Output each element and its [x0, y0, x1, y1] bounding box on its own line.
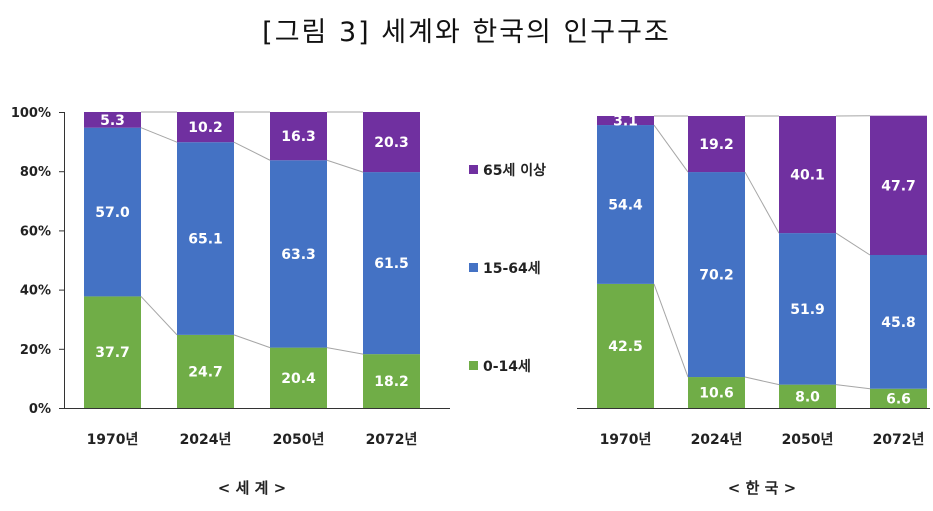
korea-data-label: 8.0 — [795, 389, 820, 405]
korea-bar-segment — [779, 384, 836, 408]
korea-data-label: 3.1 — [613, 114, 638, 130]
world-bar-segment — [84, 127, 141, 297]
y-tick-label: 40% — [20, 284, 51, 299]
world-series-line — [233, 334, 271, 349]
world-data-label: 10.2 — [188, 120, 223, 136]
korea-bar-segment — [779, 116, 836, 234]
legend-swatch — [469, 263, 478, 272]
korea-data-label: 47.7 — [881, 178, 916, 194]
world-series-line — [326, 159, 364, 173]
legend-swatch — [469, 165, 478, 174]
world-bar-segment — [84, 296, 141, 408]
korea-data-label: 6.6 — [886, 391, 911, 407]
world-data-label: 5.3 — [100, 113, 125, 129]
korea-data-label: 54.4 — [608, 197, 643, 213]
y-tick-label: 80% — [20, 165, 51, 180]
korea-panel-label: < 한 국 > — [728, 479, 796, 497]
world-data-label: 61.5 — [374, 256, 409, 272]
korea-series-line — [835, 384, 871, 390]
legend-label: 0-14세 — [483, 359, 531, 375]
world-data-label: 24.7 — [188, 364, 223, 380]
korea-bar-segment — [870, 254, 927, 389]
world-bar-segment — [177, 112, 234, 143]
korea-data-label: 10.6 — [699, 386, 734, 402]
world-bar-segment — [84, 112, 141, 128]
korea-data-label: 40.1 — [790, 168, 825, 184]
world-series-line — [233, 141, 271, 161]
world-data-label: 16.3 — [281, 129, 316, 145]
korea-series-line — [653, 124, 689, 173]
world-bar-segment — [177, 334, 234, 408]
korea-data-label: 51.9 — [790, 302, 825, 318]
korea-series-line — [744, 171, 780, 234]
world-category-label: 2050년 — [273, 432, 325, 448]
world-data-label: 20.4 — [281, 371, 316, 387]
korea-category-label: 2050년 — [782, 432, 834, 448]
korea-bar-segment — [688, 377, 745, 408]
world-series-line — [326, 347, 364, 355]
korea-bar-segment — [688, 116, 745, 173]
world-bar-segment — [363, 172, 420, 355]
world-data-label: 65.1 — [188, 232, 223, 248]
korea-data-label: 70.2 — [699, 268, 734, 284]
y-tick-label: 100% — [11, 106, 51, 121]
page-title: [그림 3] 세계와 한국의 인구구조 — [262, 17, 671, 48]
korea-bar-segment — [688, 172, 745, 378]
legend-swatch — [469, 361, 478, 370]
world-data-label: 18.2 — [374, 374, 409, 390]
y-tick-label: 60% — [20, 224, 51, 239]
korea-bar-segment — [597, 125, 654, 284]
korea-series-line — [744, 376, 780, 386]
korea-bar-segment — [597, 283, 654, 408]
korea-data-label: 19.2 — [699, 137, 734, 153]
legend-label: 15-64세 — [483, 261, 541, 277]
korea-bar-segment — [870, 115, 927, 255]
y-tick-label: 0% — [29, 402, 51, 417]
korea-data-label: 45.8 — [881, 315, 916, 331]
world-data-label: 63.3 — [281, 247, 316, 263]
world-series-line — [140, 296, 178, 336]
world-category-label: 1970년 — [87, 432, 139, 448]
y-tick-label: 20% — [20, 343, 51, 358]
world-data-label: 20.3 — [374, 135, 409, 151]
korea-category-label: 1970년 — [600, 432, 652, 448]
legend-label: 65세 이상 — [483, 162, 546, 179]
world-bar-segment — [363, 112, 420, 173]
korea-bar-segment — [779, 233, 836, 385]
world-bar-segment — [270, 347, 327, 408]
world-data-label: 57.0 — [95, 205, 130, 221]
korea-series-line — [653, 283, 689, 378]
world-bar-segment — [177, 142, 234, 335]
world-category-label: 2024년 — [180, 432, 232, 448]
korea-bar-segment — [597, 116, 654, 126]
korea-category-label: 2072년 — [873, 432, 925, 448]
korea-series-line — [835, 232, 871, 256]
world-data-label: 37.7 — [95, 345, 130, 361]
world-category-label: 2072년 — [366, 432, 418, 448]
world-series-line — [140, 127, 178, 143]
world-panel-label: < 세 계 > — [218, 479, 286, 497]
world-bar-segment — [363, 354, 420, 408]
korea-category-label: 2024년 — [691, 432, 743, 448]
world-bar-segment — [270, 112, 327, 161]
korea-data-label: 42.5 — [608, 339, 643, 355]
world-bar-segment — [270, 160, 327, 348]
korea-bar-segment — [870, 388, 927, 408]
